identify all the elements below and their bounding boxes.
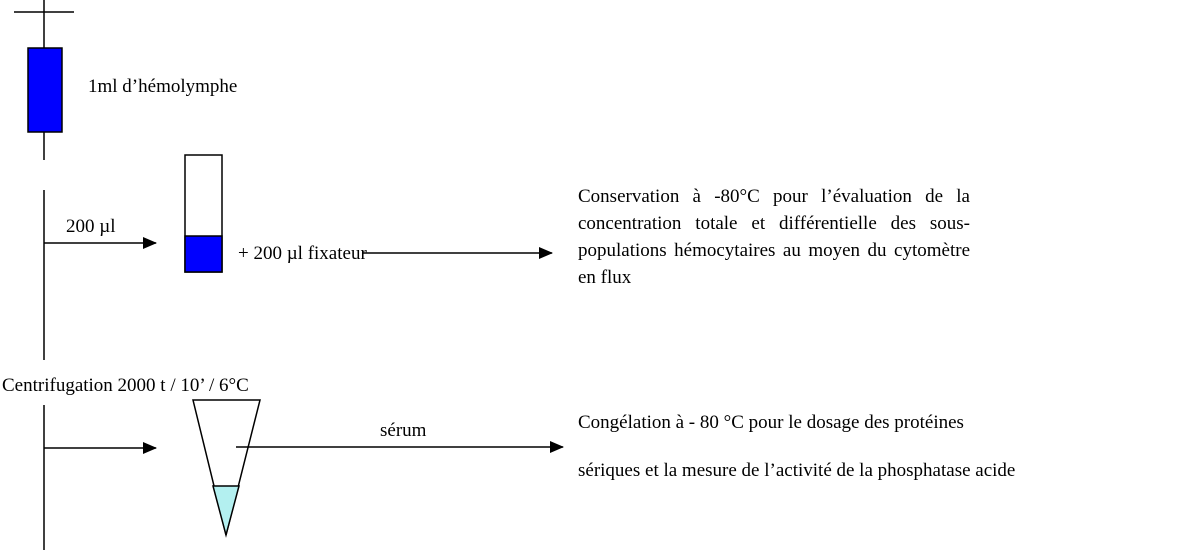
volume-label: 200 µl <box>66 216 115 237</box>
destination-paragraph: Conservation à -80°C pour l’évaluation d… <box>578 186 970 288</box>
destination-line: sériques et la mesure de l’activité de l… <box>578 460 1015 481</box>
syringe-barrel <box>27 47 63 133</box>
additive-label: + 200 µl fixateur <box>238 243 367 264</box>
centrifugation-label: Centrifugation 2000 t / 10’ / 6°C <box>2 375 249 396</box>
destination-line: Congélation à - 80 °C pour le dosage des… <box>578 412 964 433</box>
cone-pellet <box>212 485 240 538</box>
tube-sample <box>184 235 223 273</box>
cone-tube <box>192 399 261 536</box>
syringe-label: 1ml d’hémolymphe <box>88 76 237 97</box>
serum-label: sérum <box>380 420 427 441</box>
